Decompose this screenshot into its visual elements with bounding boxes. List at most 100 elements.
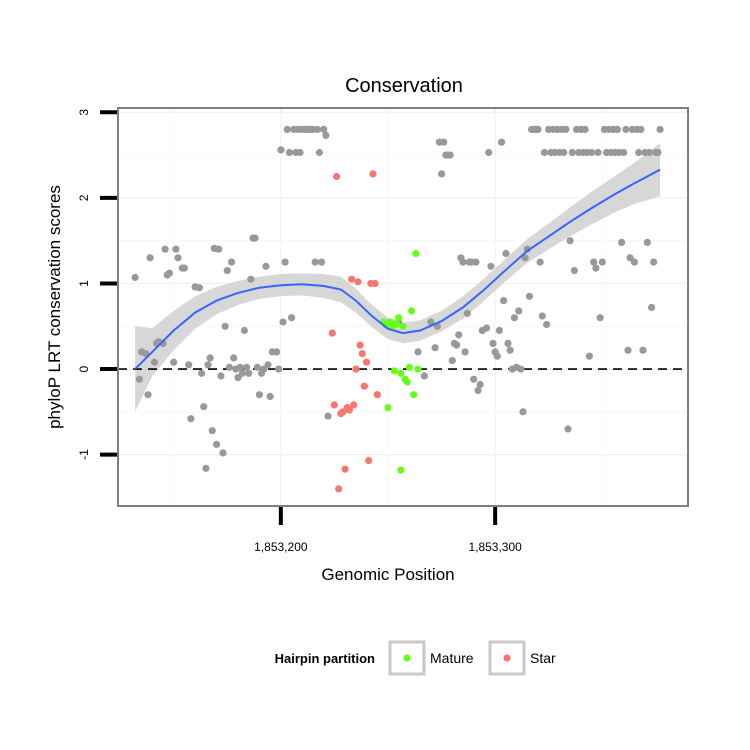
point-other-12 <box>165 269 173 277</box>
point-other-88 <box>431 344 439 352</box>
point-other-19 <box>187 415 195 423</box>
point-other-95 <box>446 151 454 159</box>
legend: Hairpin partition Mature Star <box>275 640 556 676</box>
point-other-37 <box>230 354 238 362</box>
point-other-102 <box>461 348 469 356</box>
point-star-0 <box>328 329 336 337</box>
point-other-32 <box>219 449 227 457</box>
point-star-11 <box>352 365 360 373</box>
point-other-17 <box>180 264 188 272</box>
point-star-6 <box>341 465 349 473</box>
point-other-18 <box>185 361 193 369</box>
legend-swatch-star <box>503 654 511 662</box>
point-other-184 <box>639 346 647 354</box>
point-other-58 <box>277 146 285 154</box>
point-star-10 <box>350 401 358 409</box>
x-tick-label-1: 1,853,300 <box>468 540 522 554</box>
legend-item-star: Star <box>488 640 556 676</box>
point-other-128 <box>519 408 527 416</box>
point-other-21 <box>195 284 203 292</box>
point-other-56 <box>273 348 281 356</box>
point-other-33 <box>221 322 229 330</box>
x-tick-label-0: 1,853,200 <box>254 540 308 554</box>
point-other-109 <box>476 380 484 389</box>
point-other-10 <box>161 245 169 253</box>
point-other-127 <box>517 365 525 373</box>
point-mature-16 <box>412 249 420 258</box>
point-other-42 <box>240 326 248 335</box>
point-other-35 <box>225 363 233 371</box>
point-other-57 <box>275 365 283 373</box>
point-other-61 <box>283 125 291 133</box>
point-other-74 <box>311 258 319 266</box>
point-other-62 <box>285 148 293 157</box>
y-tick-label-0: -1 <box>77 449 91 460</box>
point-star-14 <box>358 350 366 358</box>
point-other-188 <box>648 303 656 311</box>
point-other-113 <box>487 262 495 270</box>
point-star-9 <box>348 275 356 283</box>
smooth-trend-line <box>134 168 661 370</box>
point-other-75 <box>313 125 321 133</box>
point-other-54 <box>266 392 274 400</box>
point-other-149 <box>564 425 572 433</box>
point-other-40 <box>236 363 244 371</box>
y-tick-label-1: 0 <box>77 365 91 372</box>
point-other-47 <box>251 234 259 242</box>
point-other-152 <box>570 267 579 275</box>
point-other-78 <box>320 125 328 133</box>
point-other-137 <box>538 312 546 320</box>
point-other-182 <box>635 148 643 157</box>
point-other-159 <box>585 352 594 360</box>
point-other-44 <box>245 369 253 377</box>
point-other-117 <box>495 326 503 335</box>
point-other-131 <box>525 292 534 300</box>
point-mature-10 <box>399 322 407 330</box>
point-other-79 <box>322 131 330 139</box>
point-mature-12 <box>403 378 411 386</box>
point-other-111 <box>483 324 491 332</box>
point-mature-9 <box>397 369 405 377</box>
point-mature-14 <box>408 307 416 315</box>
point-other-192 <box>656 125 664 133</box>
y-tick-label-2: 1 <box>77 280 91 287</box>
point-other-101 <box>459 258 467 266</box>
point-other-176 <box>622 125 630 133</box>
point-other-148 <box>562 125 570 133</box>
point-other-139 <box>543 320 551 329</box>
point-other-25 <box>204 361 212 369</box>
point-other-124 <box>510 314 518 322</box>
point-other-177 <box>624 346 632 354</box>
point-mature-15 <box>410 391 418 399</box>
point-other-116 <box>493 352 501 360</box>
y-tick-label-3: 2 <box>77 194 91 201</box>
point-other-85 <box>414 348 422 356</box>
point-other-106 <box>470 375 478 383</box>
point-star-20 <box>371 279 379 288</box>
legend-label-star: Star <box>530 650 556 666</box>
point-other-29 <box>213 440 221 448</box>
point-other-147 <box>560 148 568 157</box>
point-other-27 <box>208 427 216 435</box>
point-other-86 <box>420 372 428 380</box>
plot-panel <box>117 107 689 507</box>
point-other-189 <box>650 258 658 266</box>
point-mature-8 <box>397 466 405 474</box>
point-mature-2 <box>384 404 392 412</box>
point-other-183 <box>637 125 645 133</box>
point-other-164 <box>596 314 604 322</box>
point-other-175 <box>620 148 628 157</box>
point-star-17 <box>365 457 373 465</box>
point-other-186 <box>643 238 651 246</box>
point-other-0 <box>131 273 139 282</box>
point-other-119 <box>500 297 508 305</box>
point-star-12 <box>354 278 362 286</box>
point-other-112 <box>485 148 493 157</box>
point-other-23 <box>200 403 208 411</box>
point-star-2 <box>333 172 341 181</box>
point-other-30 <box>215 245 223 253</box>
point-other-4 <box>144 391 152 399</box>
point-other-107 <box>472 258 480 266</box>
point-other-163 <box>594 148 602 157</box>
point-other-26 <box>206 354 214 362</box>
